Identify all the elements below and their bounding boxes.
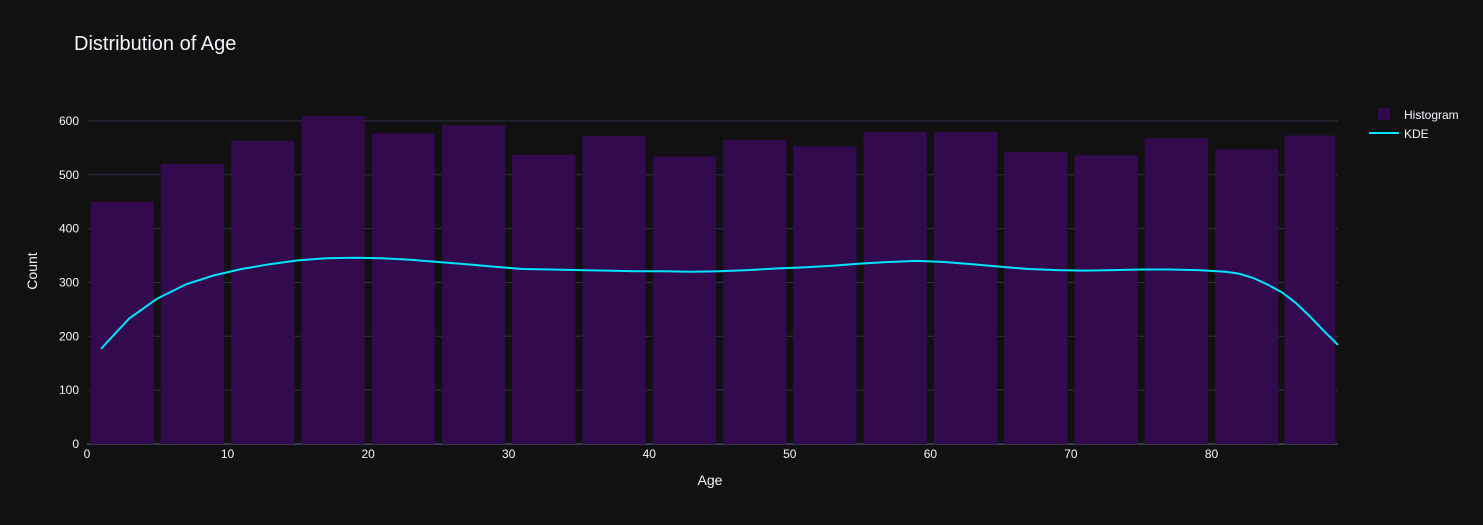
x-tick-label: 10 (221, 447, 235, 461)
legend-label-histogram: Histogram (1404, 108, 1459, 122)
chart-title: Distribution of Age (74, 33, 236, 55)
histogram-bars (90, 116, 1336, 445)
x-tick-label: 20 (361, 447, 375, 461)
y-tick-label: 600 (59, 114, 79, 128)
legend-swatch-histogram (1378, 108, 1390, 120)
histogram-bar[interactable] (863, 131, 927, 444)
histogram-bar[interactable] (231, 140, 295, 444)
x-tick-label: 50 (783, 447, 797, 461)
histogram-bar[interactable] (1144, 138, 1208, 444)
histogram-bar[interactable] (933, 131, 998, 444)
x-tick-label: 30 (502, 447, 516, 461)
y-axis-ticks: 0 100 200 300 400 500 600 (59, 114, 79, 451)
kde-line[interactable] (100, 256, 1339, 350)
x-tick-label: 70 (1064, 447, 1078, 461)
x-tick-label: 60 (924, 447, 938, 461)
kde-line-group (100, 256, 1339, 350)
legend-label-kde: KDE (1404, 127, 1429, 141)
y-tick-label: 100 (59, 383, 79, 397)
histogram-bar[interactable] (90, 201, 154, 444)
histogram-bar[interactable] (301, 116, 365, 445)
histogram-bar[interactable] (652, 156, 717, 444)
histogram-bar[interactable] (1284, 135, 1336, 444)
legend[interactable]: Histogram KDE (1369, 108, 1459, 141)
histogram-bar[interactable] (1215, 149, 1279, 444)
y-tick-label: 0 (72, 437, 79, 451)
y-tick-label: 300 (59, 275, 79, 289)
x-tick-label: 40 (643, 447, 657, 461)
histogram-bar[interactable] (512, 154, 576, 444)
y-tick-label: 200 (59, 329, 79, 343)
legend-item-histogram[interactable]: Histogram (1378, 108, 1459, 122)
x-axis-title: Age (698, 472, 723, 488)
histogram-bar[interactable] (160, 164, 225, 444)
histogram-bar[interactable] (582, 136, 646, 444)
x-axis-ticks: 0 10 20 30 40 50 60 70 80 (84, 447, 1219, 461)
x-tick-label: 80 (1205, 447, 1219, 461)
y-tick-label: 400 (59, 222, 79, 236)
histogram-bar[interactable] (1074, 155, 1138, 444)
legend-item-kde[interactable]: KDE (1369, 127, 1429, 141)
histogram-bar[interactable] (793, 146, 857, 444)
histogram-bar[interactable] (723, 139, 787, 444)
y-tick-label: 500 (59, 168, 79, 182)
histogram-bar[interactable] (371, 133, 435, 445)
histogram-bar[interactable] (441, 125, 506, 444)
histogram-bar[interactable] (1004, 152, 1068, 444)
x-tick-label: 0 (84, 447, 91, 461)
y-axis-title: Count (24, 252, 40, 289)
